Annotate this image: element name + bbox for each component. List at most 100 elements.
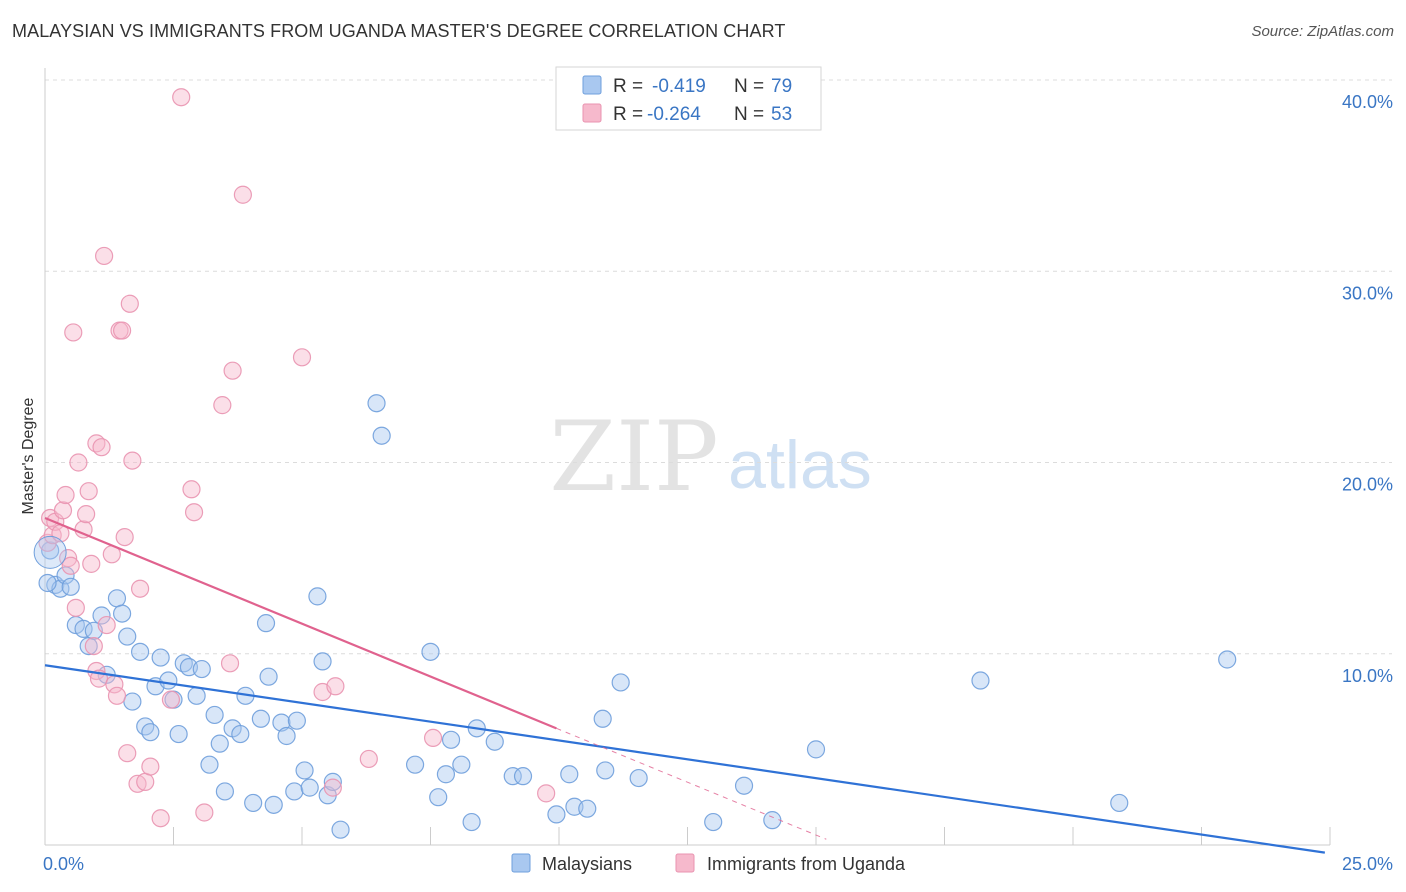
malaysian-point <box>405 755 425 774</box>
uganda-point <box>184 503 204 522</box>
series-legend-swatch-malaysians <box>511 853 531 873</box>
malaysian-point <box>112 604 132 623</box>
malaysian-point <box>1110 793 1129 813</box>
uganda-point <box>56 485 75 505</box>
y-tick-label: 20.0% <box>1342 475 1393 495</box>
source-credit: Source: ZipAtlas.com <box>1251 23 1394 40</box>
uganda-point <box>141 757 160 776</box>
x-ticks <box>44 827 1331 845</box>
malaysian-point <box>118 627 137 646</box>
uganda-point <box>233 185 252 204</box>
uganda-point <box>182 480 201 499</box>
watermark-zip: ZIP <box>549 401 718 513</box>
malaysian-point <box>367 394 386 413</box>
uganda-point <box>64 323 83 342</box>
malaysian-point <box>372 426 391 445</box>
malaysian-point <box>593 709 612 728</box>
malaysian-point <box>560 765 579 784</box>
uganda-point <box>79 482 98 501</box>
gridlines <box>45 79 1392 655</box>
malaysian-point <box>277 726 296 746</box>
uganda-point <box>161 690 181 709</box>
trend-lines <box>44 516 1326 854</box>
malaysian-point <box>436 765 456 784</box>
uganda-point <box>537 784 556 803</box>
malaysian-point <box>92 606 111 625</box>
uganda-point <box>77 505 96 524</box>
uganda-point <box>136 772 155 791</box>
trend-line-uganda-extension <box>556 727 827 840</box>
uganda-point <box>84 636 103 656</box>
malaysian-point <box>192 659 211 679</box>
uganda-point <box>423 728 443 748</box>
malaysian-point <box>1218 650 1237 669</box>
uganda-point <box>326 677 345 696</box>
malaysian-point <box>331 820 350 839</box>
uganda-point <box>82 554 101 573</box>
uganda-point <box>220 654 240 673</box>
uganda-point <box>53 501 73 520</box>
malaysian-point <box>244 793 263 813</box>
legend-swatch-malaysians <box>582 75 602 95</box>
malaysian-point <box>259 667 278 686</box>
uganda-point <box>151 809 170 828</box>
x-tick-label: 0.0% <box>43 854 84 874</box>
x-tick-labels: 0.0% 25.0% <box>43 854 1393 874</box>
malaysian-point <box>441 730 461 749</box>
trend-line-uganda <box>44 516 557 730</box>
malaysian-point <box>107 589 127 608</box>
trend-line-malaysians <box>44 664 1326 854</box>
legend-swatch-uganda <box>582 103 602 123</box>
uganda-point <box>69 453 88 472</box>
uganda-point <box>123 451 142 470</box>
uganda-point <box>97 615 116 635</box>
malaysian-point <box>452 755 471 774</box>
malaysian-point <box>421 642 440 661</box>
malaysian-point <box>485 732 504 751</box>
malaysian-point <box>151 648 170 667</box>
malaysian-point <box>130 642 150 661</box>
legend-n-value-uganda: 53 <box>771 104 792 125</box>
uganda-point <box>107 686 127 705</box>
malaysian-point <box>251 709 270 728</box>
legend-n-label-malaysians: N = <box>734 76 764 97</box>
malaysian-point <box>210 734 229 753</box>
legend-r-value-uganda: -0.264 <box>647 104 701 125</box>
uganda-point <box>115 527 134 547</box>
malaysian-point <box>300 778 319 797</box>
malaysian-point <box>38 573 57 593</box>
uganda-point <box>95 246 114 266</box>
uganda-point <box>92 438 111 457</box>
malaysian-point <box>159 671 178 690</box>
malaysian-point <box>734 776 754 795</box>
uganda-point <box>130 579 150 598</box>
malaysian-point <box>429 788 448 807</box>
malaysian-point <box>462 812 481 832</box>
legend-n-label-uganda: N = <box>734 104 764 125</box>
uganda-point <box>112 321 132 340</box>
chart-title: MALAYSIAN VS IMMIGRANTS FROM UGANDA MAST… <box>12 21 786 41</box>
scatter-points <box>33 88 1237 839</box>
malaysian-point <box>231 724 250 744</box>
y-tick-label: 10.0% <box>1342 666 1393 686</box>
malaysian-point <box>169 724 188 744</box>
uganda-point <box>118 744 137 763</box>
malaysian-point <box>971 671 990 690</box>
uganda-point <box>195 803 214 822</box>
malaysian-point <box>264 795 283 814</box>
malaysian-point <box>763 811 782 830</box>
malaysian-point <box>578 799 597 818</box>
malaysian-point <box>503 767 522 786</box>
x-tick-label: 25.0% <box>1342 854 1393 874</box>
malaysian-point <box>285 782 304 801</box>
watermark: ZIP atlas <box>549 401 871 513</box>
series-legend-label-uganda: Immigrants from Uganda <box>707 854 906 874</box>
y-tick-label: 40.0% <box>1342 92 1393 112</box>
malaysian-point <box>629 768 648 788</box>
series-legend: Malaysians Immigrants from Uganda <box>511 853 906 874</box>
uganda-point <box>292 348 312 367</box>
malaysian-point <box>272 713 291 732</box>
malaysian-point <box>123 692 142 711</box>
malaysian-point <box>187 686 206 705</box>
